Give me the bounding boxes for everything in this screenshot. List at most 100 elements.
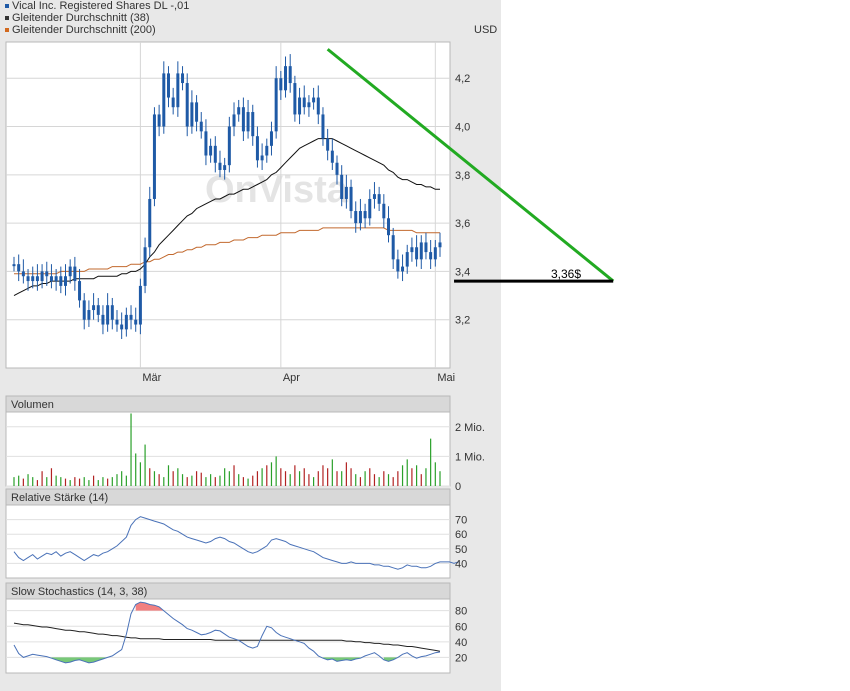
stoch-grid: [6, 610, 450, 658]
candle-body: [288, 66, 292, 84]
volume-tick-label: 0: [455, 481, 461, 493]
legend-item-ma200: Gleitender Durchschnitt (200): [5, 24, 189, 36]
candle-body: [377, 194, 381, 204]
price-plot-area: [5, 41, 451, 369]
candle-body: [106, 305, 110, 325]
candle-body: [78, 281, 82, 301]
candle-body: [92, 305, 96, 311]
candle-body: [45, 271, 49, 277]
legend-item-price: Vical Inc. Registered Shares DL -,01: [5, 0, 189, 12]
candle-body: [316, 97, 320, 115]
candle-body: [438, 242, 442, 248]
candle-body: [181, 73, 185, 84]
candle-body: [31, 276, 35, 282]
candle-body: [166, 73, 170, 98]
candle-body: [269, 131, 273, 146]
candle-body: [157, 114, 161, 127]
candle-body: [335, 162, 339, 175]
stoch-d-line: [13, 622, 441, 652]
candle-body: [363, 211, 367, 219]
candle-body: [424, 242, 428, 253]
rsi-tick-label: 70: [455, 515, 467, 527]
volume-bars: [13, 413, 441, 486]
price-x-tick-label: Apr: [283, 372, 300, 384]
legend-swatch-ma38: [5, 16, 9, 21]
stoch-title: Slow Stochastics (14, 3, 38): [11, 586, 147, 598]
candle-body: [368, 198, 372, 219]
volume-tick-label: 1 Mio.: [455, 451, 485, 463]
stoch-tick-label: 80: [455, 606, 467, 618]
stoch-tick-label: 40: [455, 637, 467, 649]
rsi-grid: [6, 519, 450, 564]
volume-plot-area: [5, 411, 451, 487]
candle-body: [148, 198, 152, 248]
candle-body: [213, 145, 217, 163]
candle-body: [185, 83, 189, 127]
stoch-y-axis: 80 60 40 20: [455, 606, 467, 665]
candle-body: [405, 252, 409, 267]
candle-body: [265, 145, 269, 156]
legend: Vical Inc. Registered Shares DL -,01 Gle…: [5, 0, 189, 36]
candle-body: [274, 78, 278, 132]
stoch-tick-label: 60: [455, 621, 467, 633]
volume-tick-label: 2 Mio.: [455, 422, 485, 434]
candle-body: [312, 97, 316, 103]
candle-body: [382, 203, 386, 219]
candle-body: [419, 242, 423, 260]
candle-body: [246, 112, 250, 132]
price-tick-label: 3,8: [455, 170, 470, 182]
legend-swatch-ma200: [5, 28, 9, 33]
rsi-y-axis: 70 60 50 40: [455, 515, 467, 571]
price-x-axis: Mär Apr Mai: [142, 372, 455, 384]
rsi-tick-label: 50: [455, 544, 467, 556]
candle-body: [162, 73, 166, 127]
stoch-zone-fills: [51, 602, 398, 663]
ma200-line: [14, 227, 440, 275]
candle-body: [134, 319, 138, 325]
price-x-tick-label: Mär: [142, 372, 161, 384]
candle-body: [260, 155, 264, 161]
candle-body: [326, 138, 330, 151]
price-tick-label: 4,2: [455, 73, 470, 85]
rsi-polyline: [13, 516, 459, 570]
candle-body: [433, 247, 437, 260]
candle-body: [63, 276, 67, 286]
currency-label: USD: [474, 24, 498, 36]
candle-body: [349, 186, 353, 212]
candle-body: [415, 247, 419, 260]
stoch-oversold-fill: [51, 657, 108, 663]
candle-body: [110, 305, 114, 320]
candle-body: [152, 114, 156, 199]
price-y-axis: 4,2 4,0 3,8 3,6 3,4 3,2: [455, 73, 470, 326]
candle-body: [21, 271, 25, 277]
legend-swatch-price: [5, 4, 9, 9]
rsi-tick-label: 60: [455, 529, 467, 541]
candle-body: [387, 218, 391, 236]
candle-body: [429, 252, 433, 260]
candle-body: [232, 114, 236, 127]
price-tick-label: 3,2: [455, 315, 470, 327]
candle-body: [143, 247, 147, 286]
candle-body: [195, 102, 199, 122]
candle-body: [293, 83, 297, 115]
candle-body: [176, 73, 180, 108]
candle-body: [35, 276, 39, 282]
candle-body: [410, 247, 414, 253]
candle-body: [344, 186, 348, 199]
ma200-polyline: [14, 227, 440, 275]
candle-body: [124, 314, 128, 330]
candle-body: [340, 174, 344, 199]
stoch-tick-label: 20: [455, 652, 467, 664]
ma38-polyline: [13, 138, 440, 297]
candle-body: [298, 97, 302, 115]
candle-body: [49, 276, 53, 282]
price-grid: [6, 42, 450, 368]
price-tick-label: 4,0: [455, 122, 470, 134]
rsi-title: Relative Stärke (14): [11, 492, 108, 504]
candle-body: [68, 266, 72, 277]
price-tick-label: 3,4: [455, 266, 470, 278]
candlestick-series: [12, 54, 442, 340]
price-tick-label: 3,6: [455, 218, 470, 230]
candle-body: [321, 114, 325, 139]
